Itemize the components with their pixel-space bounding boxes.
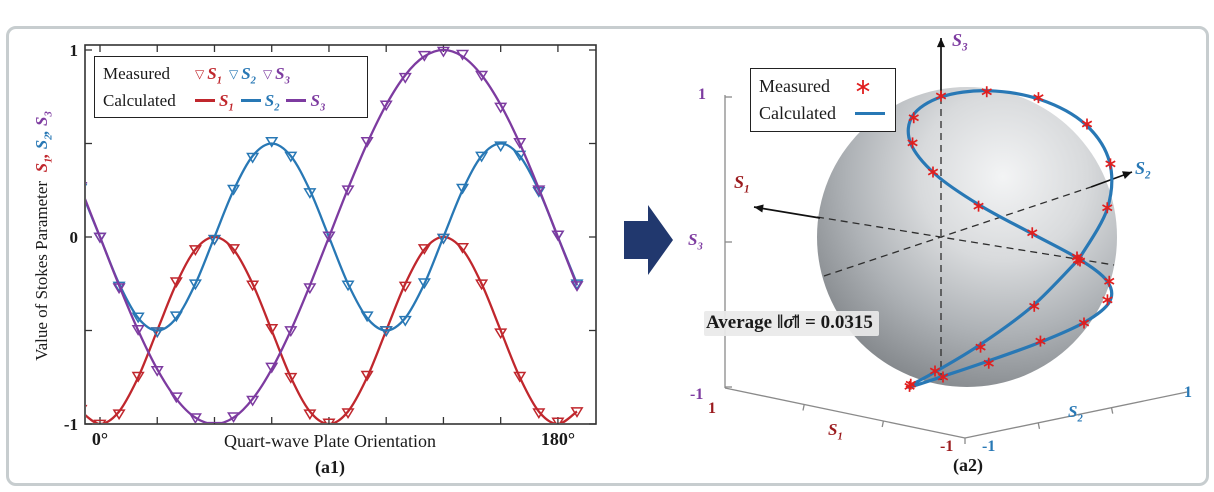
s3-symbol: S3: [32, 111, 55, 126]
line-sample-icon-s3: [286, 99, 307, 102]
line-sample-icon-s1: [195, 99, 215, 102]
a2-measured-markers: [904, 86, 1116, 392]
a2-s1-tick-near: 1: [708, 400, 716, 417]
a1-legend-calculated-label: Calculated: [103, 90, 176, 110]
a2-caption: (a2): [953, 455, 983, 475]
a1-series-S3: [86, 46, 584, 423]
a1-y-axis-label: Value of Stokes Parameter S1, S2, S3: [32, 111, 55, 361]
a2-legend-measured-row: Measured: [759, 73, 887, 100]
a2-s2-tick-far: 1: [1184, 384, 1192, 401]
a1-series-S1: [86, 233, 584, 423]
a1-legend-measured-label: Measured: [103, 63, 171, 83]
a2-s2-axis-label: S2: [1068, 402, 1083, 425]
a2-s1-tick-far: -1: [940, 438, 954, 455]
a2-s2-arrow-label: S2: [1135, 158, 1151, 182]
triangle-marker-icon-s2: ▽: [228, 66, 239, 81]
a2-legend-measured-label: Measured: [759, 76, 830, 96]
triangle-marker-icon-s1: ▽: [195, 66, 205, 81]
triangle-marker-icon-s3: ▽: [262, 66, 273, 81]
a1-xtick-0deg: 0°: [91, 429, 109, 449]
a2-legend-calculated-row: Calculated: [759, 100, 887, 127]
a1-legend: Measured ▽ S1 ▽ S2 ▽ S3 Calculated S1 S2 S3: [94, 56, 368, 118]
block-arrow-icon: [624, 205, 673, 275]
a1-caption: (a1): [315, 457, 345, 477]
a1-legend-measured-row: Measured ▽ S1 ▽ S2 ▽ S3: [103, 63, 290, 86]
a1-x-axis-label: Quart-wave Plate Orientation: [224, 431, 436, 451]
a2-s2-tick-near: -1: [982, 438, 996, 455]
a2-sphere: [817, 87, 1117, 387]
a2-average-error-annotation: Average ‖σ̄‖ = 0.0315: [704, 311, 879, 336]
a2-legend: Measured Calculated: [750, 68, 896, 132]
a1-legend-calculated-row: Calculated S1 S2 S3: [103, 90, 326, 113]
a2-s1-axis-label: S1: [828, 420, 843, 443]
a1-ytick-1: 1: [69, 41, 79, 60]
a2-legend-calculated-label: Calculated: [759, 103, 836, 123]
a2-s3-arrow-label: S3: [952, 30, 968, 54]
s1-symbol: S1: [32, 157, 55, 173]
a2-s3-axis-label: S3: [688, 230, 703, 253]
line-sample-icon-s2: [240, 99, 261, 102]
a2-s3-tick-top: 1: [698, 86, 706, 103]
a2-s3-tick-bottom: -1: [690, 386, 704, 403]
s2-symbol: S2: [32, 134, 55, 150]
a1-ytick-neg1: -1: [63, 415, 78, 434]
curve-sample-icon: [855, 112, 885, 115]
asterisk-marker-icon: [856, 79, 870, 94]
a2-s1-arrow-label: S1: [734, 172, 750, 196]
a1-xtick-180deg: 180°: [540, 429, 576, 449]
a1-ytick-0: 0: [69, 228, 79, 247]
